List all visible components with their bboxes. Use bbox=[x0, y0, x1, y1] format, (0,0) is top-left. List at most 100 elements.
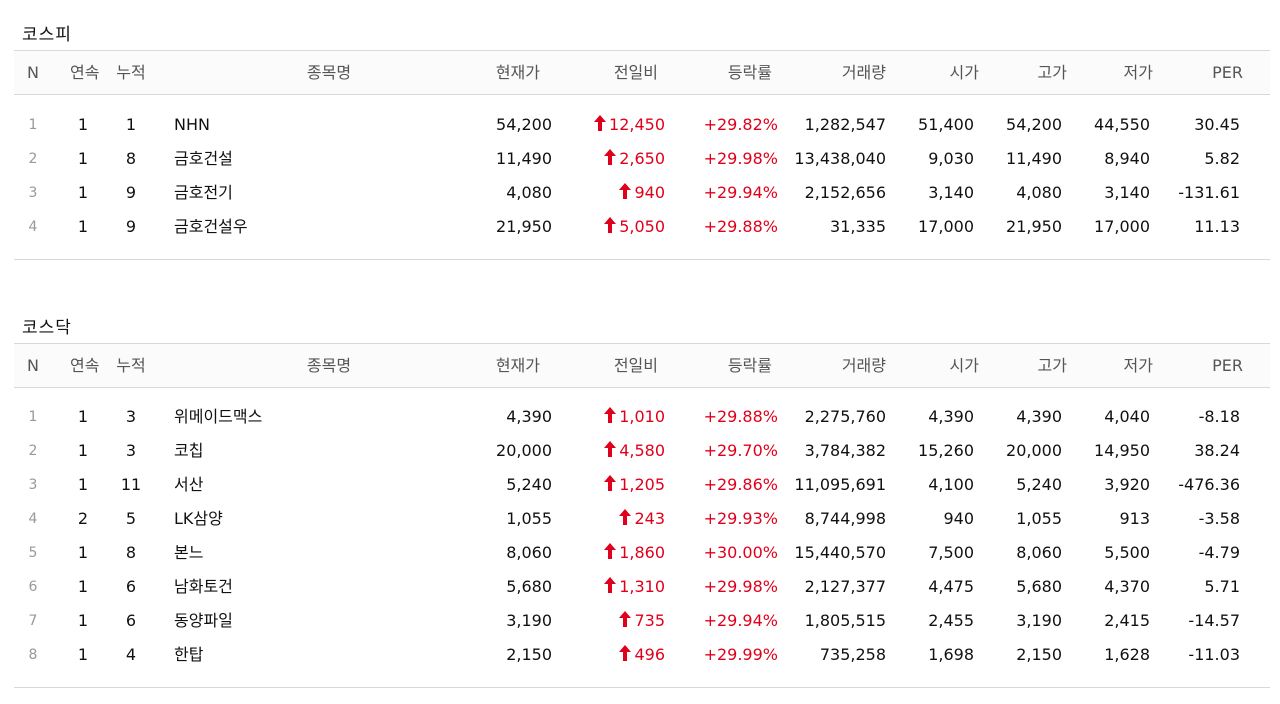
trading-volume: 11,095,691 bbox=[794, 475, 886, 494]
low-price: 1,628 bbox=[1104, 645, 1150, 664]
row-number: 2 bbox=[28, 443, 38, 459]
price-change: 1,310 bbox=[604, 577, 665, 597]
per-value: 11.13 bbox=[1194, 217, 1240, 236]
up-arrow-icon bbox=[604, 407, 617, 423]
consecutive-count: 2 bbox=[77, 509, 89, 528]
row-number: 3 bbox=[28, 185, 38, 201]
kospi-section: 코스피 N 연속 누적 종목명 현재가 전일비 등락률 거래량 시가 고가 저가… bbox=[14, 20, 1270, 262]
low-price: 3,920 bbox=[1104, 475, 1150, 494]
up-arrow-icon bbox=[604, 217, 617, 233]
high-price: 3,190 bbox=[1016, 611, 1062, 630]
header-low: 저가 bbox=[1123, 63, 1153, 82]
per-value: 30.45 bbox=[1194, 115, 1240, 134]
header-cumulative: 누적 bbox=[116, 356, 146, 375]
current-price: 3,190 bbox=[506, 611, 552, 630]
header-low: 저가 bbox=[1123, 356, 1153, 375]
header-n: N bbox=[27, 63, 39, 82]
stock-name-link[interactable]: 코칩 bbox=[174, 441, 204, 460]
stock-name-link[interactable]: 동양파일 bbox=[174, 611, 233, 630]
stock-name-link[interactable]: NHN bbox=[174, 115, 210, 134]
table-row[interactable]: 4 1 9 금호건설우 21,950 5,050 +29.88% 31,335 17,000 21… bbox=[14, 211, 1270, 245]
change-rate: +30.00% bbox=[703, 543, 778, 562]
table-row[interactable]: 7 1 6 동양파일 3,190 735 +29.94% 1,805,515 2,455 3,19… bbox=[14, 605, 1270, 639]
up-arrow-icon bbox=[604, 149, 617, 165]
header-open: 시가 bbox=[949, 63, 979, 82]
high-price: 21,950 bbox=[1006, 217, 1062, 236]
cumulative-count: 8 bbox=[125, 543, 137, 562]
trading-volume: 735,258 bbox=[819, 645, 886, 664]
price-change: 243 bbox=[619, 509, 665, 529]
row-number: 3 bbox=[28, 477, 38, 493]
low-price: 8,940 bbox=[1104, 149, 1150, 168]
stock-name-link[interactable]: 본느 bbox=[174, 543, 204, 562]
open-price: 4,475 bbox=[928, 577, 974, 596]
header-high: 고가 bbox=[1037, 356, 1067, 375]
high-price: 4,390 bbox=[1016, 407, 1062, 426]
consecutive-count: 1 bbox=[77, 183, 89, 202]
row-number: 7 bbox=[28, 613, 38, 629]
current-price: 4,080 bbox=[506, 183, 552, 202]
consecutive-count: 1 bbox=[77, 217, 89, 236]
low-price: 17,000 bbox=[1094, 217, 1150, 236]
table-row[interactable]: 5 1 8 본느 8,060 1,860 +30.00% 15,440,570 7,500 8,0… bbox=[14, 537, 1270, 571]
stock-name-link[interactable]: LK삼양 bbox=[174, 509, 223, 528]
low-price: 14,950 bbox=[1094, 441, 1150, 460]
low-price: 4,370 bbox=[1104, 577, 1150, 596]
price-change: 12,450 bbox=[594, 115, 665, 135]
current-price: 54,200 bbox=[496, 115, 552, 134]
row-number: 6 bbox=[28, 579, 38, 595]
table-row[interactable]: 3 1 11 서산 5,240 1,205 +29.86% 11,095,691 4,100 5,… bbox=[14, 469, 1270, 503]
trading-volume: 3,784,382 bbox=[804, 441, 886, 460]
change-rate: +29.99% bbox=[703, 645, 778, 664]
change-rate: +29.98% bbox=[703, 577, 778, 596]
per-value: 5.71 bbox=[1204, 577, 1240, 596]
up-arrow-icon bbox=[619, 645, 632, 661]
price-change-value: 243 bbox=[634, 509, 665, 528]
change-rate: +29.82% bbox=[703, 115, 778, 134]
stock-name-link[interactable]: 서산 bbox=[174, 475, 204, 494]
stock-name-link[interactable]: 한탑 bbox=[174, 645, 204, 664]
price-change-value: 1,205 bbox=[619, 475, 665, 494]
consecutive-count: 1 bbox=[77, 611, 89, 630]
table-row[interactable]: 1 1 1 NHN 54,200 12,450 +29.82% 1,282,547 51,400… bbox=[14, 109, 1270, 143]
stock-name-link[interactable]: 남화토건 bbox=[174, 577, 233, 596]
price-change: 5,050 bbox=[604, 217, 665, 237]
high-price: 5,680 bbox=[1016, 577, 1062, 596]
trading-volume: 2,152,656 bbox=[804, 183, 886, 202]
low-price: 3,140 bbox=[1104, 183, 1150, 202]
trading-volume: 1,282,547 bbox=[804, 115, 886, 134]
table-row[interactable]: 3 1 9 금호전기 4,080 940 +29.94% 2,152,656 3,140 4,08… bbox=[14, 177, 1270, 211]
table-row[interactable]: 6 1 6 남화토건 5,680 1,310 +29.98% 2,127,377 4,475 5,… bbox=[14, 571, 1270, 605]
header-high: 고가 bbox=[1037, 63, 1067, 82]
cumulative-count: 6 bbox=[125, 577, 137, 596]
stock-name-link[interactable]: 금호건설우 bbox=[174, 217, 248, 236]
trading-volume: 2,275,760 bbox=[804, 407, 886, 426]
cumulative-count: 6 bbox=[125, 611, 137, 630]
kospi-table-header: N 연속 누적 종목명 현재가 전일비 등락률 거래량 시가 고가 저가 PER bbox=[14, 50, 1270, 95]
price-change-value: 5,050 bbox=[619, 217, 665, 236]
high-price: 1,055 bbox=[1016, 509, 1062, 528]
table-row[interactable]: 4 2 5 LK삼양 1,055 243 +29.93% 8,744,998 940 1,055 9… bbox=[14, 503, 1270, 537]
stock-name-link[interactable]: 금호전기 bbox=[174, 183, 233, 202]
kosdaq-title: 코스닥 bbox=[22, 318, 72, 338]
consecutive-count: 1 bbox=[77, 577, 89, 596]
table-row[interactable]: 1 1 3 위메이드맥스 4,390 1,010 +29.88% 2,275,760 4,390… bbox=[14, 401, 1270, 435]
consecutive-count: 1 bbox=[77, 441, 89, 460]
table-row[interactable]: 8 1 4 한탑 2,150 496 +29.99% 735,258 1,698 2,150 1,6… bbox=[14, 639, 1270, 673]
up-arrow-icon bbox=[619, 509, 632, 525]
low-price: 5,500 bbox=[1104, 543, 1150, 562]
header-per: PER bbox=[1212, 356, 1243, 375]
stock-name-link[interactable]: 금호건설 bbox=[174, 149, 233, 168]
stock-name-link[interactable]: 위메이드맥스 bbox=[174, 407, 263, 426]
low-price: 913 bbox=[1119, 509, 1150, 528]
table-row[interactable]: 2 1 3 코칩 20,000 4,580 +29.70% 3,784,382 15,260 20… bbox=[14, 435, 1270, 469]
kospi-title: 코스피 bbox=[22, 25, 72, 45]
price-change-value: 4,580 bbox=[619, 441, 665, 460]
table-row[interactable]: 2 1 8 금호건설 11,490 2,650 +29.98% 13,438,040 9,030… bbox=[14, 143, 1270, 177]
change-rate: +29.94% bbox=[703, 183, 778, 202]
price-change-value: 1,310 bbox=[619, 577, 665, 596]
change-rate: +29.93% bbox=[703, 509, 778, 528]
per-value: 5.82 bbox=[1204, 149, 1240, 168]
per-value: -476.36 bbox=[1178, 475, 1240, 494]
change-rate: +29.88% bbox=[703, 217, 778, 236]
